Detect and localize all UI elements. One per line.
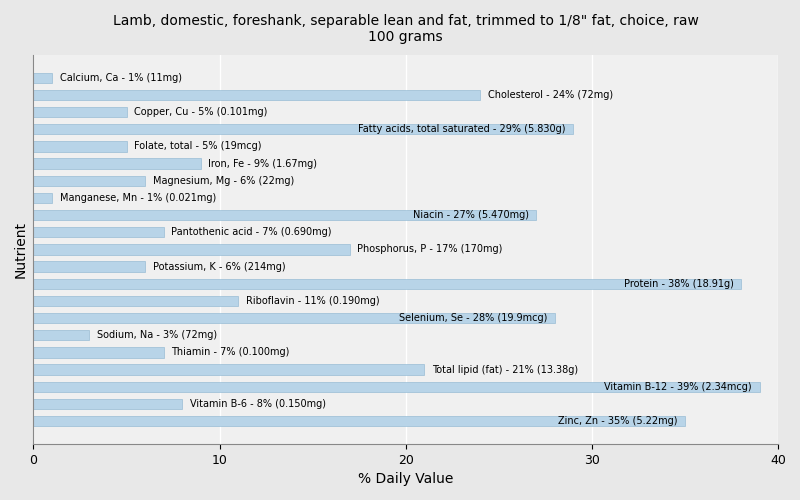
Bar — [34, 158, 201, 169]
Bar — [34, 330, 90, 340]
Text: Zinc, Zn - 35% (5.22mg): Zinc, Zn - 35% (5.22mg) — [558, 416, 678, 426]
X-axis label: % Daily Value: % Daily Value — [358, 472, 454, 486]
Bar — [34, 313, 554, 323]
Bar — [34, 262, 145, 272]
Text: Potassium, K - 6% (214mg): Potassium, K - 6% (214mg) — [153, 262, 286, 272]
Bar — [34, 193, 52, 203]
Text: Iron, Fe - 9% (1.67mg): Iron, Fe - 9% (1.67mg) — [209, 158, 318, 168]
Text: Phosphorus, P - 17% (170mg): Phosphorus, P - 17% (170mg) — [358, 244, 502, 254]
Bar — [34, 72, 52, 83]
Text: Protein - 38% (18.91g): Protein - 38% (18.91g) — [624, 278, 734, 288]
Text: Cholesterol - 24% (72mg): Cholesterol - 24% (72mg) — [488, 90, 613, 100]
Bar — [34, 364, 425, 374]
Text: Copper, Cu - 5% (0.101mg): Copper, Cu - 5% (0.101mg) — [134, 107, 267, 117]
Text: Thiamin - 7% (0.100mg): Thiamin - 7% (0.100mg) — [171, 348, 290, 358]
Text: Niacin - 27% (5.470mg): Niacin - 27% (5.470mg) — [413, 210, 529, 220]
Text: Selenium, Se - 28% (19.9mcg): Selenium, Se - 28% (19.9mcg) — [399, 313, 547, 323]
Bar — [34, 347, 164, 358]
Bar — [34, 244, 350, 254]
Text: Vitamin B-6 - 8% (0.150mg): Vitamin B-6 - 8% (0.150mg) — [190, 399, 326, 409]
Bar — [34, 227, 164, 237]
Bar — [34, 176, 145, 186]
Bar — [34, 296, 238, 306]
Bar — [34, 278, 741, 289]
Bar — [34, 124, 574, 134]
Bar — [34, 107, 126, 118]
Bar — [34, 382, 759, 392]
Text: Pantothenic acid - 7% (0.690mg): Pantothenic acid - 7% (0.690mg) — [171, 227, 332, 237]
Text: Sodium, Na - 3% (72mg): Sodium, Na - 3% (72mg) — [97, 330, 217, 340]
Title: Lamb, domestic, foreshank, separable lean and fat, trimmed to 1/8" fat, choice, : Lamb, domestic, foreshank, separable lea… — [113, 14, 698, 44]
Text: Calcium, Ca - 1% (11mg): Calcium, Ca - 1% (11mg) — [59, 73, 182, 83]
Text: Fatty acids, total saturated - 29% (5.830g): Fatty acids, total saturated - 29% (5.83… — [358, 124, 566, 134]
Text: Magnesium, Mg - 6% (22mg): Magnesium, Mg - 6% (22mg) — [153, 176, 294, 186]
Bar — [34, 398, 182, 409]
Text: Manganese, Mn - 1% (0.021mg): Manganese, Mn - 1% (0.021mg) — [59, 193, 216, 203]
Bar — [34, 210, 536, 220]
Text: Total lipid (fat) - 21% (13.38g): Total lipid (fat) - 21% (13.38g) — [432, 364, 578, 374]
Bar — [34, 416, 685, 426]
Text: Riboflavin - 11% (0.190mg): Riboflavin - 11% (0.190mg) — [246, 296, 379, 306]
Y-axis label: Nutrient: Nutrient — [14, 221, 28, 278]
Bar — [34, 90, 480, 100]
Text: Folate, total - 5% (19mcg): Folate, total - 5% (19mcg) — [134, 142, 262, 152]
Text: Vitamin B-12 - 39% (2.34mcg): Vitamin B-12 - 39% (2.34mcg) — [605, 382, 752, 392]
Bar — [34, 142, 126, 152]
